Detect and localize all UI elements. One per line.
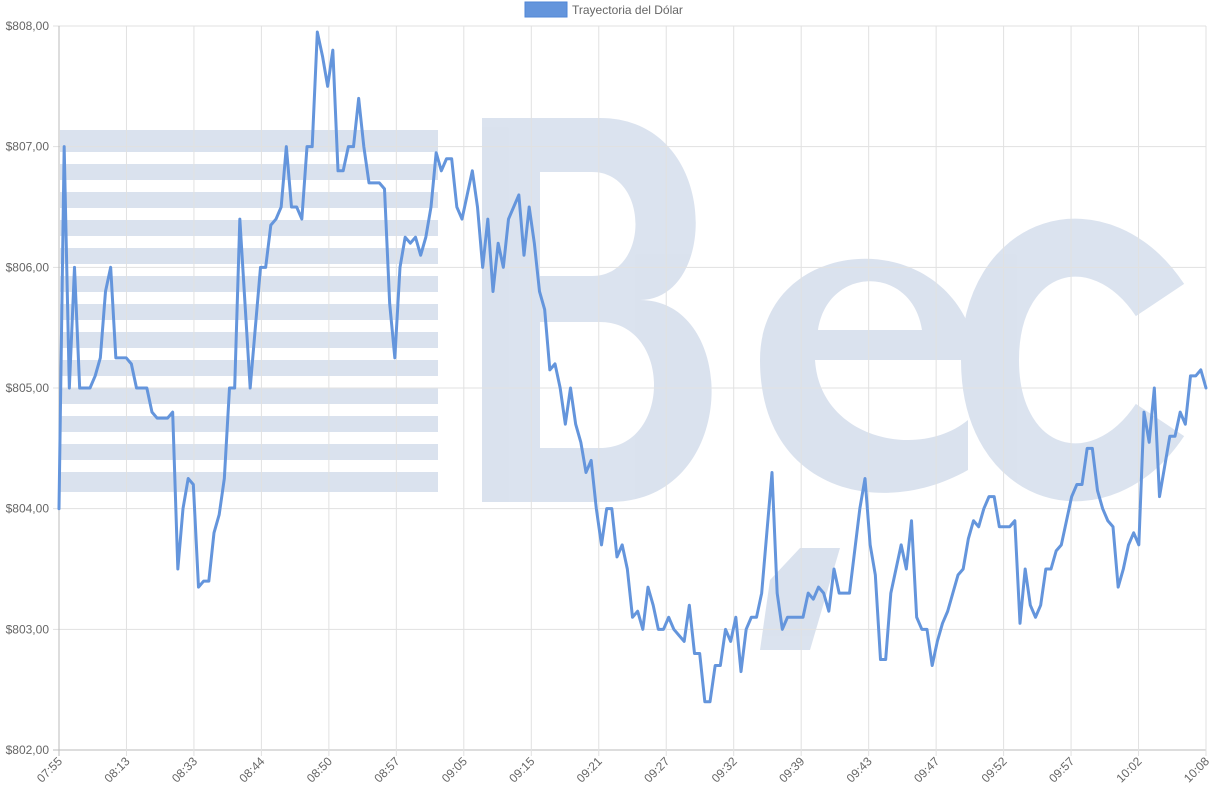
y-axis-ticks: $802,00 $803,00 $804,00 $805,00 $806,00 $807,… xyxy=(6,19,50,757)
x-tick-label: 09:27 xyxy=(641,754,672,785)
x-tick-label: 09:05 xyxy=(439,754,470,785)
x-tick-label: 09:32 xyxy=(709,754,740,785)
x-tick-label: 10:02 xyxy=(1114,754,1145,785)
x-tick-label: 09:39 xyxy=(776,754,807,785)
series-layer xyxy=(57,30,1208,704)
x-tick-label: 09:43 xyxy=(844,754,875,785)
legend-swatch[interactable] xyxy=(524,1,568,18)
x-tick-label: 09:47 xyxy=(911,754,942,785)
x-tick-label: 09:21 xyxy=(574,754,605,785)
watermark-nasdaq-swoosh xyxy=(760,548,840,650)
watermark-letter-e xyxy=(760,258,978,493)
y-tick-label: $806,00 xyxy=(6,260,50,274)
y-tick-label: $807,00 xyxy=(6,140,50,154)
x-tick-label: 07:55 xyxy=(34,754,65,785)
y-tick-label: $805,00 xyxy=(6,381,50,395)
x-tick-label: 08:33 xyxy=(169,754,200,785)
x-tick-label: 08:13 xyxy=(101,754,132,785)
y-tick-label: $808,00 xyxy=(6,19,50,33)
watermark-letter-b xyxy=(482,118,712,502)
bec-nasdaq-watermark xyxy=(60,118,1185,650)
x-tick-label: 09:52 xyxy=(979,754,1010,785)
legend[interactable]: Trayectoria del Dólar xyxy=(524,1,683,18)
x-tick-label: 09:15 xyxy=(506,754,537,785)
x-tick-label: 09:57 xyxy=(1046,754,1077,785)
x-tick-label: 08:44 xyxy=(236,754,267,785)
x-axis-ticks: 07:55 08:13 08:33 08:44 08:50 08:57 09:05 09:15… xyxy=(34,754,1212,785)
legend-label[interactable]: Trayectoria del Dólar xyxy=(572,3,683,17)
x-tick-label: 08:57 xyxy=(371,754,402,785)
x-tick-label: 10:08 xyxy=(1181,754,1212,785)
y-tick-label: $802,00 xyxy=(6,743,50,757)
grid-lines xyxy=(53,25,1207,756)
y-tick-label: $804,00 xyxy=(6,502,50,516)
x-tick-label: 08:50 xyxy=(304,754,335,785)
watermark-stripes-block xyxy=(60,130,438,492)
series-line-trayectoria-del-dolar xyxy=(57,30,1208,704)
watermark-letter-c xyxy=(960,218,1185,502)
y-tick-label: $803,00 xyxy=(6,622,50,636)
